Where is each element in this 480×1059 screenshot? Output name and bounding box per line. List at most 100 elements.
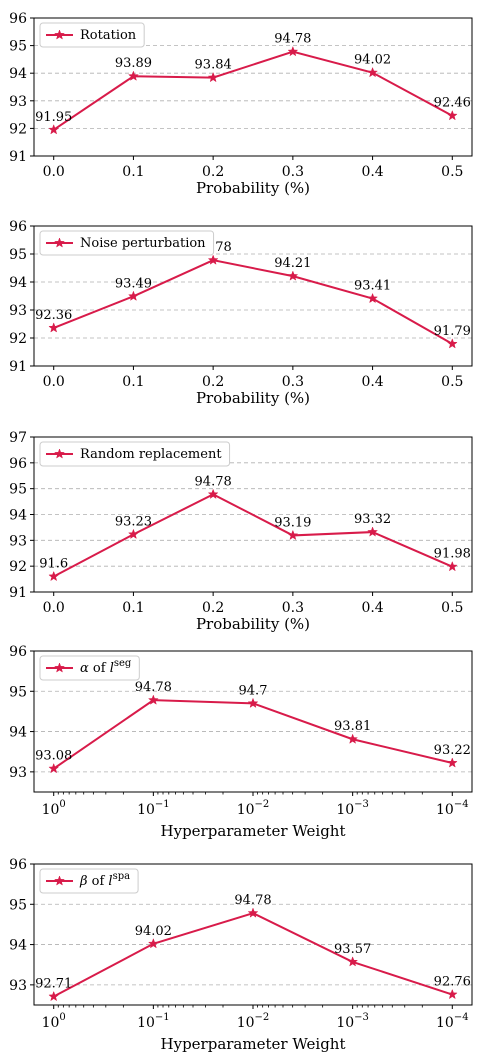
data-label: 94.02 [135,924,172,939]
x-tick-label: 10−1 [137,799,170,818]
legend: Random replacement [39,441,231,467]
x-tick-label: 10−2 [237,1012,270,1031]
x-tick-label: 10−4 [436,1012,469,1031]
data-point [147,694,159,705]
data-point [446,988,458,1000]
chart-panel-2: 91 92 93 94 95 96 0.0 0.1 0.2 0.3 0.4 0.5 Probabilit… [9,219,473,407]
x-tick-label: 0.2 [202,374,224,390]
y-tick-label: 95 [9,39,27,55]
legend-box [39,441,231,467]
data-point [446,757,458,768]
data-point [367,66,379,78]
data-point [207,71,219,83]
data-label: 94.21 [274,256,311,271]
data-point [347,733,359,744]
data-label: 93.57 [334,942,371,957]
legend-box [39,230,215,256]
data-point [48,762,60,774]
x-axis-label: Probability (%) [196,389,310,407]
data-point [367,526,379,537]
y-tick-label: 97 [9,430,27,446]
x-tick-label: 0.4 [361,164,383,180]
data-point [287,270,299,281]
data-label: 93.89 [115,56,152,71]
x-axis-label: Probability (%) [196,179,310,197]
x-tick-label: 100 [42,1012,66,1031]
y-tick-label: 93 [9,533,27,549]
data-label: 93.23 [115,514,152,529]
y-tick-label: 94 [9,938,27,954]
legend-box [39,655,140,681]
y-tick-label: 95 [9,482,27,498]
data-label: 93.08 [35,749,72,764]
y-tick-label: 92 [9,559,27,575]
data-point [446,338,458,349]
data-point [127,528,139,540]
legend: α of lseg [39,655,140,681]
y-tick-label: 94 [9,275,27,291]
data-point [287,45,299,57]
y-tick-label: 91 [9,149,27,165]
data-label: 94.78 [195,474,232,489]
y-tick-label: 92 [9,331,27,347]
data-point [48,124,60,135]
legend-box [39,868,139,894]
y-tick-label: 93 [9,303,27,319]
data-label: 93.81 [334,719,371,734]
x-tick-label: 0.5 [441,374,463,390]
legend-label: Random replacement [80,447,222,462]
legend-box [39,22,145,48]
data-label: 93.84 [195,58,232,73]
legend-marker [54,29,65,40]
chart-panel-3: 91 92 93 94 95 96 97 0.0 0.1 0.2 0.3 0.4 0.5 Probabil… [9,430,473,633]
x-tick-label: 0.5 [441,600,463,616]
data-label: 94.78 [274,32,311,47]
chart-panel-1: 91 92 93 94 95 96 0.0 0.1 0.2 0.3 0.4 0.5 Probabilit… [9,11,473,197]
x-tick-label: 100 [42,799,66,818]
x-tick-label: 0.1 [122,374,144,390]
chart-panel-4: 93 94 95 96 100 10−1 10−2 10−3 10−4 Hyperparamete… [9,644,473,840]
y-tick-label: 92 [9,121,27,137]
series-line [53,259,453,345]
x-axis-label: Hyperparameter Weight [161,822,346,840]
data-point [48,570,60,582]
x-tick-label: 0.4 [361,374,383,390]
data-label: 93.22 [434,743,471,758]
axes-frame [33,17,473,157]
data-label: 93.49 [115,276,152,291]
y-tick-label: 96 [9,456,27,472]
axes-frame [33,225,473,367]
x-tick-label: 0.1 [122,600,144,616]
data-label: 93.41 [354,279,391,294]
x-tick-label: 0.2 [202,164,224,180]
data-label: 92.46 [434,96,471,111]
data-label: 93.19 [274,515,311,530]
y-tick-label: 93 [9,94,27,110]
legend-marker [54,662,65,673]
y-tick-label: 91 [9,359,27,375]
legend-label: Noise perturbation [80,236,206,251]
y-tick-label: 95 [9,897,27,913]
legend-label: Rotation [80,28,137,43]
legend-marker [54,237,65,248]
x-tick-label: 0.0 [43,600,65,616]
data-point [446,109,458,121]
y-tick-label: 93 [9,765,27,781]
data-label: 91.95 [35,110,72,125]
x-tick-label: 0.3 [282,164,304,180]
data-label: 94.78 [135,680,172,695]
x-tick-label: 10−3 [336,799,369,818]
y-tick-label: 94 [9,508,27,524]
x-tick-label: 0.5 [441,164,463,180]
legend: β of lspa [39,868,139,894]
y-tick-label: 93 [9,978,27,994]
x-tick-label: 0.2 [202,600,224,616]
series-line [53,493,453,578]
y-tick-label: 96 [9,11,27,27]
x-axis-label: Probability (%) [196,615,310,633]
data-point [247,697,259,708]
data-label: 94.7 [239,683,268,698]
data-point [48,322,60,333]
data-point [207,254,219,265]
